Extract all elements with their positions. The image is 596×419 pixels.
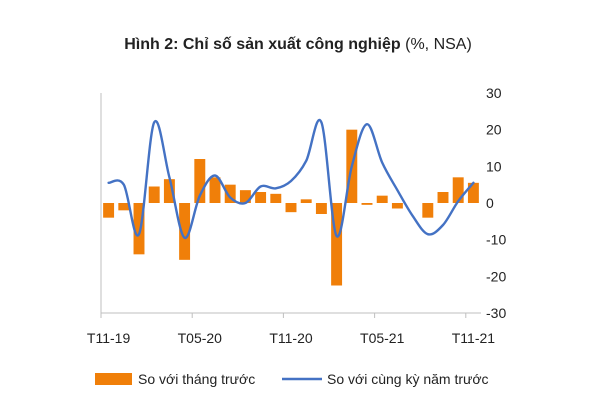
legend-label-bar: So với tháng trước (138, 371, 255, 387)
y-tick-label: -20 (486, 268, 506, 284)
legend-swatch-bar (95, 373, 132, 385)
bar (285, 203, 297, 213)
legend-label-line: So với cùng kỳ năm trước (327, 371, 489, 387)
bar (255, 192, 267, 203)
y-tick-label: 20 (486, 122, 502, 138)
bar (452, 177, 464, 203)
y-tick-label: -10 (486, 232, 506, 248)
bar (361, 203, 373, 205)
y-tick-label: -30 (486, 305, 506, 321)
x-tick-label: T11-19 (87, 330, 131, 346)
bar (103, 203, 115, 218)
bar (133, 203, 145, 255)
bar (300, 199, 312, 203)
y-tick-label: 10 (486, 158, 502, 174)
bar (270, 193, 282, 203)
y-tick-label: 30 (486, 85, 502, 101)
bar (179, 203, 191, 260)
bar (437, 192, 449, 203)
bar (224, 184, 236, 203)
bar (422, 203, 434, 218)
x-tick-label: T05-20 (178, 330, 223, 346)
bar (315, 203, 327, 214)
x-tick-label: T05-21 (360, 330, 405, 346)
bar (163, 179, 175, 203)
bar (239, 190, 251, 203)
bar (467, 182, 479, 203)
x-tick-label: T11-21 (452, 330, 496, 346)
bar (148, 186, 160, 203)
chart-title-bold: Hình 2: Chỉ số sản xuất công nghiệp (124, 36, 401, 53)
series-line (107, 118, 475, 240)
bar (376, 195, 388, 203)
bar (331, 203, 343, 286)
bar (118, 203, 130, 211)
chart-title-unit: (%, NSA) (405, 36, 472, 53)
chart-title: Hình 2: Chỉ số sản xuất công nghiệp (%, … (0, 36, 596, 54)
bar (391, 203, 403, 209)
x-tick-label: T11-20 (269, 330, 313, 346)
y-tick-label: 0 (486, 195, 494, 211)
bar (209, 177, 221, 203)
bar (194, 159, 206, 203)
